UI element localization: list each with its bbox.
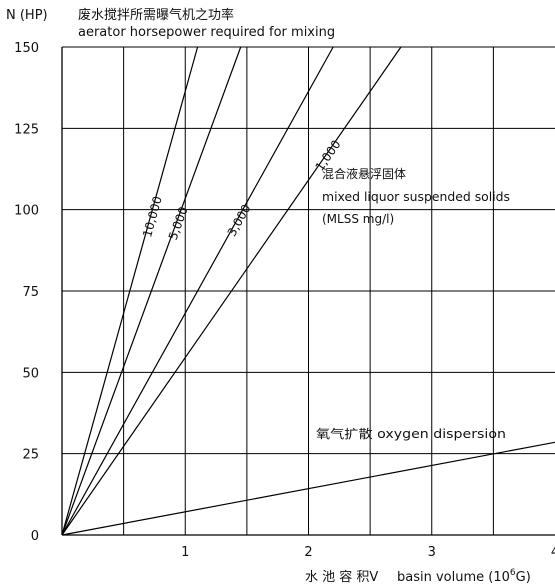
mlss-label-en: mixed liquor suspended solids <box>322 190 510 204</box>
y-tick-label: 150 <box>14 41 39 56</box>
mlss-unit-label: (MLSS mg/l) <box>322 212 394 226</box>
y-axis-label-prefix: N (HP) <box>6 8 48 23</box>
y-tick-label: 75 <box>22 285 39 300</box>
series-line <box>61 46 402 536</box>
x-tick-label: 4 <box>551 545 555 560</box>
series-line <box>61 441 555 536</box>
y-tick-label: 0 <box>31 529 39 544</box>
mlss-label-cn: 混合液悬浮固体 <box>322 166 406 181</box>
oxygen-dispersion-label: 氧气扩散 oxygen dispersion <box>316 426 506 441</box>
series-line <box>61 46 199 536</box>
x-axis-label-en-tail: G) <box>516 570 531 585</box>
tick-labels: 0 25 50 75 100 125 150 1 2 3 4 <box>14 41 555 560</box>
series-label: 5,000 <box>166 205 191 242</box>
x-axis-label-en: basin volume (106G) <box>397 568 531 585</box>
x-tick-label: 1 <box>181 545 189 560</box>
series-line <box>61 46 242 536</box>
grid <box>61 46 555 536</box>
y-tick-label: 125 <box>14 122 39 137</box>
series-label: 10,000 <box>140 195 165 239</box>
series-line <box>61 46 334 536</box>
y-axis-label-en: aerator horsepower required for mixing <box>78 25 335 40</box>
x-axis-label-exponent: 6 <box>510 568 516 578</box>
x-tick-label: 3 <box>428 545 436 560</box>
y-tick-label: 50 <box>22 366 39 381</box>
y-tick-label: 100 <box>14 204 39 219</box>
y-tick-label: 25 <box>22 448 39 463</box>
x-axis-label-en-main: basin volume (10 <box>397 570 510 585</box>
x-axis-label-cn: 水 池 容 积V <box>305 569 378 585</box>
y-axis-label-cn: 废水搅拌所需曝气机之功率 <box>78 7 234 23</box>
series-label: 3,000 <box>225 202 254 239</box>
x-tick-label: 2 <box>304 545 312 560</box>
